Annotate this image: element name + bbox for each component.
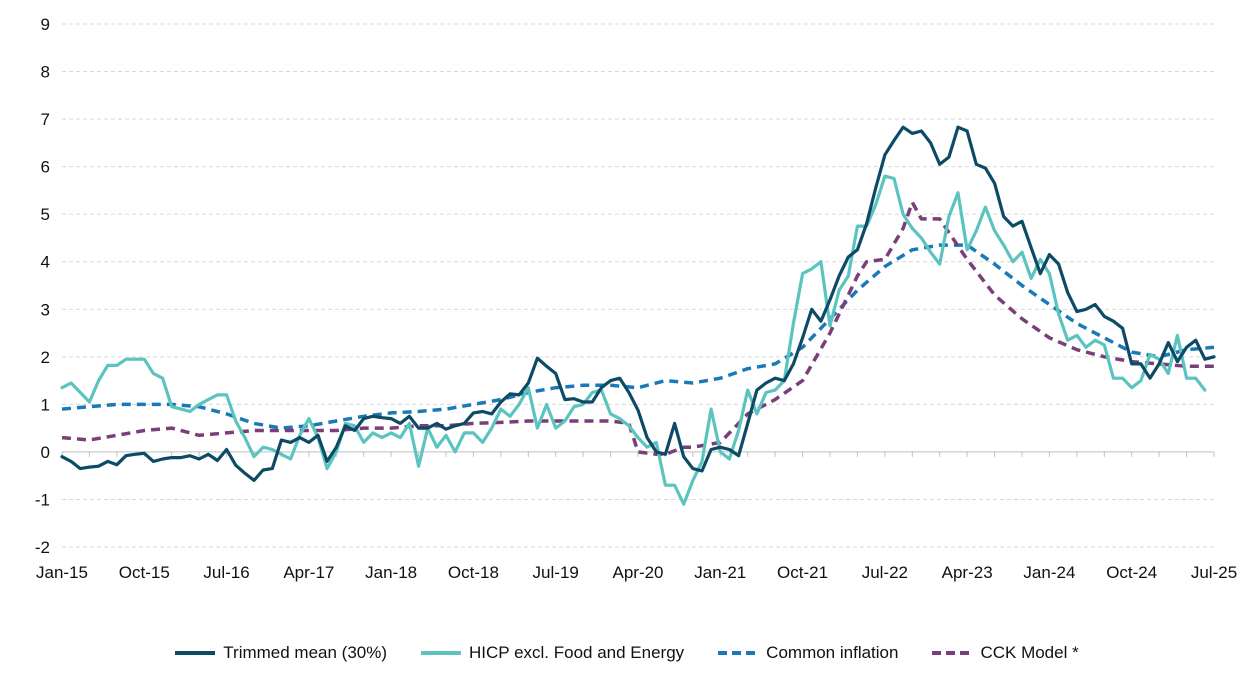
series-line-hicp-excl-food-and-energy <box>60 174 1207 506</box>
x-tick-label: Apr-23 <box>942 563 993 582</box>
x-tick-label: Apr-20 <box>612 563 663 582</box>
y-tick-label: 1 <box>41 395 50 414</box>
y-tick-label: 0 <box>41 443 50 462</box>
y-tick-label: -1 <box>35 490 50 509</box>
legend-label-hicp: HICP excl. Food and Energy <box>469 643 685 662</box>
y-tick-label: 3 <box>41 300 50 319</box>
x-tick-label: Jan-21 <box>694 563 746 582</box>
y-axis-tick-labels: -2 -1 0 1 2 3 4 5 6 7 8 9 <box>35 15 50 557</box>
legend-label-trimmed-mean: Trimmed mean (30%) <box>223 643 388 662</box>
x-axis <box>61 451 1215 457</box>
x-tick-label: Apr-17 <box>283 563 334 582</box>
x-tick-label: Jan-24 <box>1023 563 1075 582</box>
legend-item-common-inflation: Common inflation <box>718 643 898 663</box>
series-line-common-inflation <box>61 243 1215 430</box>
legend-swatch-cck-model <box>932 651 973 655</box>
legend-swatch-common-inflation <box>718 651 759 655</box>
legend-label-common-inflation: Common inflation <box>766 643 899 662</box>
legend-item-trimmed-mean: Trimmed mean (30%) <box>175 643 387 663</box>
y-tick-label: 8 <box>41 63 50 82</box>
x-tick-label: Oct-18 <box>448 563 499 582</box>
x-tick-label: Oct-21 <box>777 563 828 582</box>
chart-legend: Trimmed mean (30%) HICP excl. Food and E… <box>0 638 1254 668</box>
legend-item-hicp: HICP excl. Food and Energy <box>421 643 684 663</box>
legend-swatch-hicp <box>421 651 462 655</box>
x-tick-label: Oct-15 <box>119 563 170 582</box>
y-tick-label: 6 <box>41 158 50 177</box>
x-tick-label: Jul-16 <box>203 563 249 582</box>
chart-series <box>60 125 1216 506</box>
series-line-trimmed-mean-30 <box>60 125 1216 482</box>
legend-label-cck-model: CCK Model * <box>980 643 1079 662</box>
x-tick-label: Jan-18 <box>365 563 417 582</box>
y-tick-label: -2 <box>35 538 50 557</box>
x-tick-label: Jan-15 <box>36 563 88 582</box>
x-tick-label: Jul-25 <box>1191 563 1237 582</box>
x-tick-label: Jul-19 <box>533 563 579 582</box>
y-tick-label: 7 <box>41 110 50 129</box>
y-tick-label: 2 <box>41 348 50 367</box>
y-tick-label: 5 <box>41 205 50 224</box>
legend-swatch-trimmed-mean <box>175 651 216 655</box>
x-tick-label: Jul-22 <box>862 563 908 582</box>
x-tick-label: Oct-24 <box>1106 563 1157 582</box>
y-tick-label: 9 <box>41 15 50 34</box>
y-tick-label: 4 <box>41 253 50 272</box>
legend-item-cck-model: CCK Model * <box>932 643 1079 663</box>
chart-gridlines <box>62 23 1214 548</box>
x-axis-tick-labels: Jan-15 Oct-15 Jul-16 Apr-17 Jan-18 Oct-18 Jul-… <box>36 563 1237 582</box>
